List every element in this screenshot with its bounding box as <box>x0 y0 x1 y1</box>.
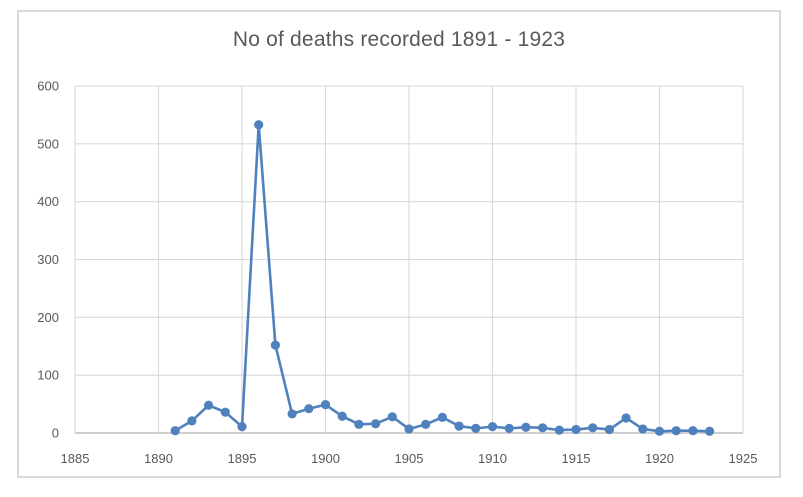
data-point-1903 <box>371 419 381 429</box>
x-axis-tick-1905: 1905 <box>395 451 424 466</box>
chart-container[interactable]: No of deaths recorded 1891 - 1923 0 100 20… <box>17 10 781 478</box>
line-chart-plot-area: 0 100 200 300 400 500 600 1885 1890 1895 1900 1905 1… <box>37 79 758 467</box>
data-point-1908 <box>454 421 464 431</box>
data-point-1915 <box>571 424 581 435</box>
data-point-1920 <box>654 426 665 436</box>
y-axis-tick-200: 200 <box>37 310 59 325</box>
x-axis-tick-1890: 1890 <box>144 451 173 466</box>
chart-title: No of deaths recorded 1891 - 1923 <box>232 28 566 51</box>
data-point-1900 <box>320 400 331 410</box>
data-point-1892 <box>187 416 197 426</box>
y-axis-tick-100: 100 <box>37 368 59 383</box>
data-point-1898 <box>287 409 297 419</box>
data-point-1918 <box>621 413 631 423</box>
data-point-1893 <box>204 400 214 410</box>
y-axis-tick-400: 400 <box>37 194 59 209</box>
data-point-1891 <box>170 426 180 436</box>
y-axis-tick-500: 500 <box>37 136 59 151</box>
x-axis-tick-1910: 1910 <box>478 451 507 466</box>
data-point-1914 <box>554 425 564 435</box>
deaths-line-series <box>173 123 711 433</box>
data-point-1907 <box>437 412 447 422</box>
data-point-1913 <box>538 423 548 433</box>
data-point-1894 <box>220 407 230 417</box>
x-axis-tick-1925: 1925 <box>729 451 758 466</box>
data-point-1906 <box>421 419 431 429</box>
data-point-1922 <box>688 426 698 436</box>
x-axis-tick-1920: 1920 <box>645 451 674 466</box>
data-point-1923 <box>705 426 715 436</box>
x-axis-tick-1895: 1895 <box>228 451 257 466</box>
data-point-1921 <box>671 426 681 436</box>
data-point-1917 <box>604 424 615 435</box>
data-point-1916 <box>588 423 598 433</box>
y-axis-tick-300: 300 <box>37 252 59 267</box>
data-point-1897 <box>270 340 280 350</box>
y-axis-tick-0: 0 <box>52 426 59 441</box>
data-point-1901 <box>337 411 347 421</box>
x-axis-tick-1915: 1915 <box>562 451 591 466</box>
data-point-1912 <box>521 422 531 432</box>
data-point-1905 <box>404 424 414 434</box>
data-point-1919 <box>638 424 648 434</box>
y-axis-tick-600: 600 <box>37 79 59 94</box>
data-point-1909 <box>471 423 481 433</box>
x-axis-tick-1900: 1900 <box>311 451 340 466</box>
data-point-1895 <box>237 422 247 432</box>
data-point-1904 <box>387 412 397 422</box>
data-point-1896 <box>254 120 264 130</box>
data-point-1910 <box>487 422 498 432</box>
data-point-1911 <box>504 423 514 433</box>
data-point-1899 <box>304 404 314 414</box>
data-point-1902 <box>354 419 364 429</box>
x-axis-tick-1885: 1885 <box>61 451 90 466</box>
